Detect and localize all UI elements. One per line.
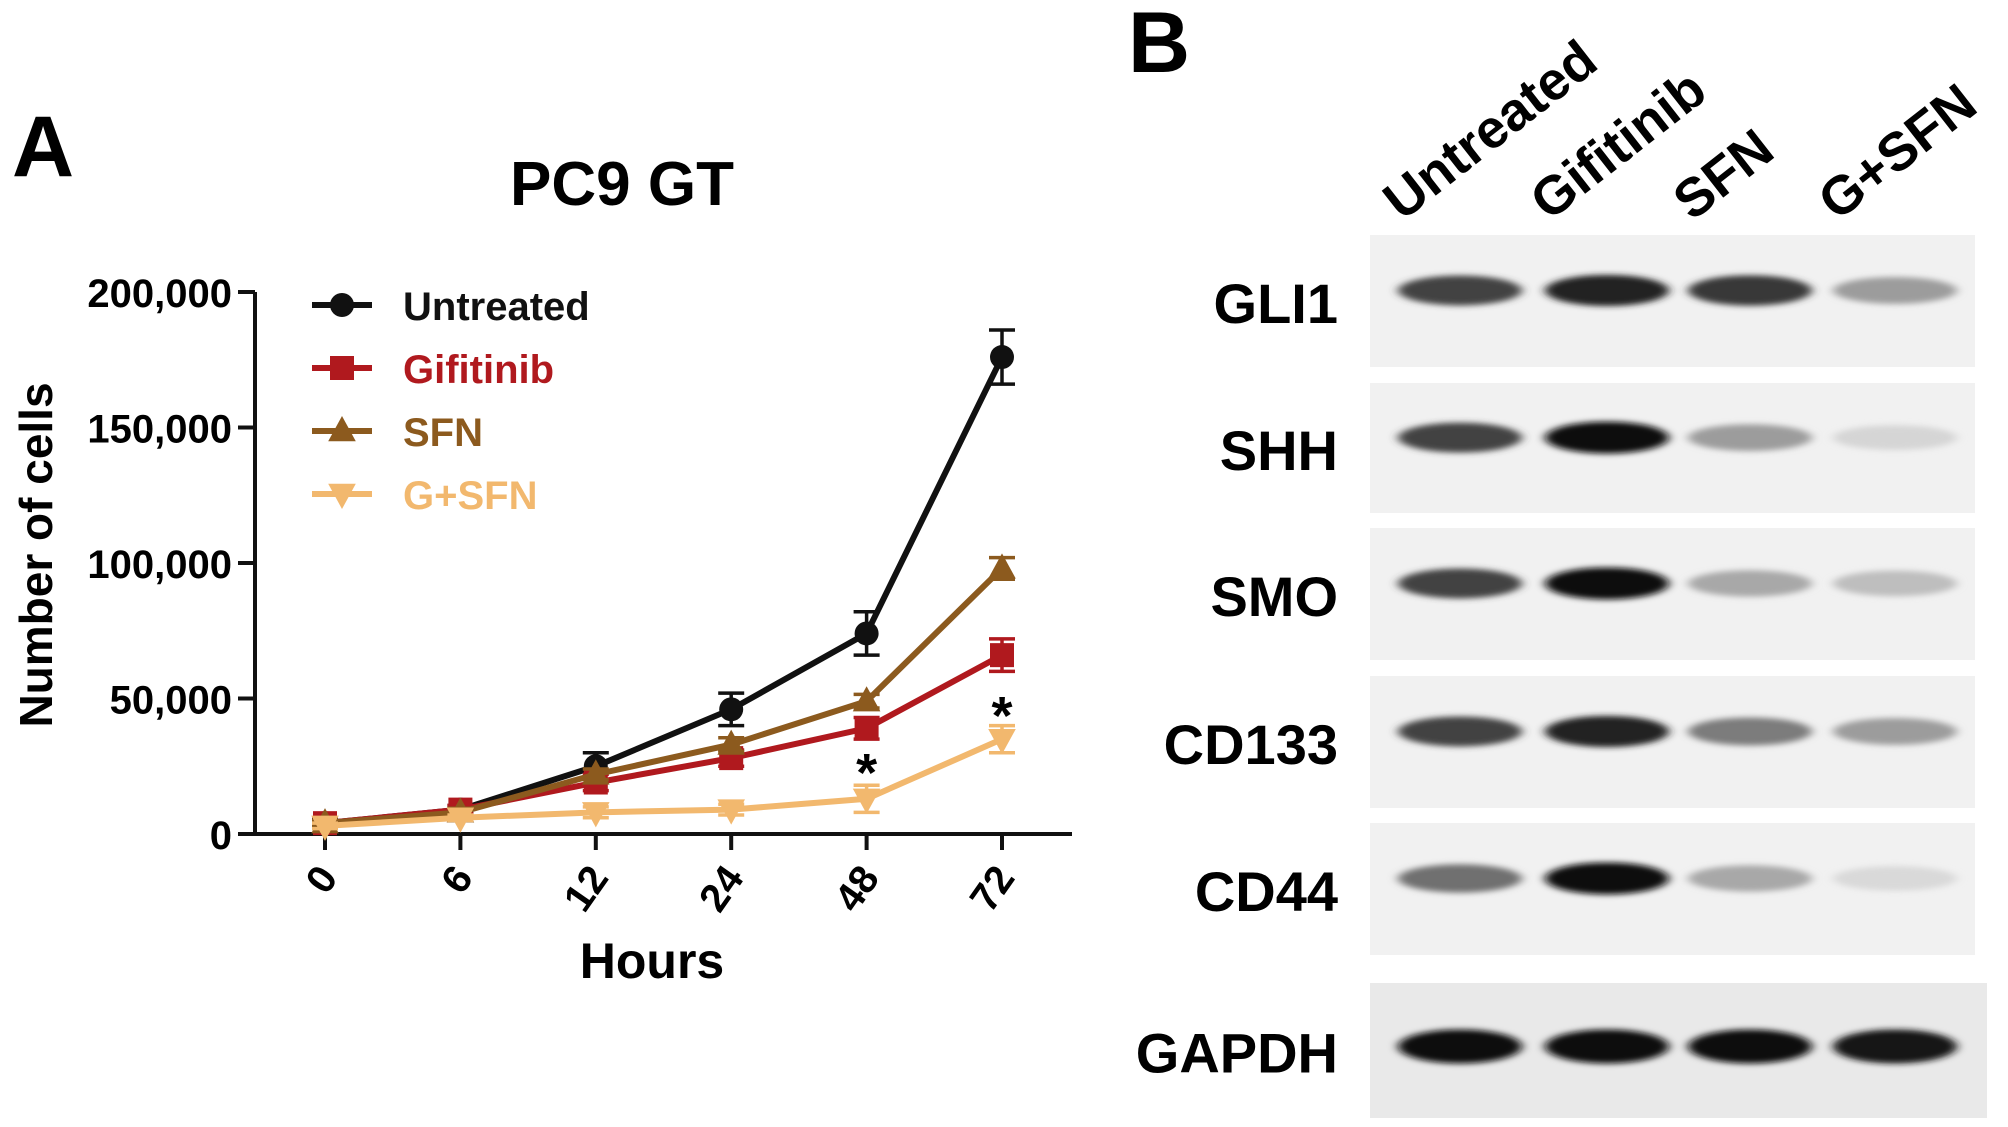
y-tick-label: 150,000 (87, 408, 232, 452)
blot-band (1545, 1029, 1669, 1064)
y-ticks: 0 50,000 100,000 150,000 200,000 (87, 272, 255, 858)
blot-band (1398, 275, 1522, 306)
blot-row-gli1: GLI1 (1214, 235, 1975, 367)
data-point (719, 697, 744, 722)
protein-label: GLI1 (1214, 272, 1338, 335)
legend-label: Untreated (403, 285, 590, 329)
data-point (582, 802, 610, 828)
x-tick-label: 72 (962, 858, 1024, 920)
series-g-sfn (311, 723, 1016, 841)
blot-band (1545, 421, 1669, 454)
blot-row-smo: SMO (1210, 528, 1975, 660)
blot-band (1688, 424, 1812, 451)
data-point (717, 729, 745, 755)
blot-band (1833, 718, 1957, 745)
legend-marker (330, 293, 354, 317)
blot-band (1833, 1029, 1957, 1064)
data-point (854, 716, 879, 741)
legend-label: G+SFN (403, 474, 537, 518)
x-axis-label: Hours (580, 933, 724, 989)
y-tick-label: 50,000 (110, 679, 232, 723)
panel-b-label: B (1128, 0, 1190, 91)
significance-asterisk: * (991, 686, 1012, 746)
y-tick-label: 100,000 (87, 543, 232, 587)
panel-a-line-chart: A PC9 GT Number of cells Hours 0 50,000 10… (10, 99, 1072, 989)
data-point (852, 788, 881, 814)
blot-band (1398, 1029, 1522, 1064)
x-tick-label: 48 (826, 858, 888, 920)
blot-band (1833, 866, 1957, 891)
protein-label: SMO (1210, 565, 1338, 628)
data-point (717, 799, 745, 825)
blot-band (1833, 425, 1957, 450)
blot-row-cd44: CD44 (1195, 823, 1975, 955)
protein-label: GAPDH (1136, 1022, 1338, 1085)
blot-band (1398, 568, 1522, 599)
legend-item: G+SFN (312, 474, 537, 518)
data-point (990, 643, 1014, 668)
legend-item: SFN (312, 411, 483, 455)
legend-label: SFN (403, 411, 483, 455)
blot-band (1398, 716, 1522, 747)
y-tick-label: 0 (210, 814, 232, 858)
series-sfn (311, 553, 1016, 834)
protein-label: SHH (1220, 419, 1338, 482)
blot-band (1688, 275, 1812, 306)
y-tick-label: 200,000 (87, 272, 232, 316)
data-point (852, 686, 881, 712)
x-ticks: 0 6 12 24 48 72 (298, 834, 1024, 920)
protein-label: CD44 (1195, 860, 1338, 923)
y-axis-label: Number of cells (10, 382, 62, 727)
data-point (990, 345, 1014, 370)
data-point (311, 815, 339, 841)
data-point (854, 621, 879, 646)
lane-label: G+SFN (1807, 72, 1987, 231)
blot-rows: GLI1 SHH SMO CD133 CD44 GAPDH (1136, 235, 1987, 1118)
legend: Untreated Gifitinib SFN G+SFN (312, 285, 590, 518)
x-tick-label: 24 (691, 857, 753, 919)
data-point (582, 759, 610, 785)
blot-band (1398, 864, 1522, 893)
blot-band (1688, 1029, 1812, 1064)
chart-title: PC9 GT (510, 150, 734, 219)
blot-band (1545, 274, 1669, 307)
legend-marker (328, 483, 356, 509)
blot-band (1688, 717, 1812, 746)
data-point (446, 807, 475, 833)
blot-band (1688, 570, 1812, 597)
blot-band (1688, 865, 1812, 892)
blot-band (1833, 570, 1957, 597)
blot-band (1545, 715, 1669, 748)
data-series (311, 328, 1016, 841)
panel-a-label: A (12, 99, 74, 195)
lane-label: SFN (1662, 118, 1784, 232)
blot-row-gapdh: GAPDH (1136, 983, 1987, 1118)
x-tick-label: 12 (556, 858, 618, 920)
series-line (324, 566, 1005, 827)
blot-band (1545, 567, 1669, 600)
legend-marker (328, 416, 356, 442)
legend-label: Gifitinib (403, 348, 554, 392)
significance-asterisk: * (856, 743, 877, 803)
blot-row-cd133: CD133 (1164, 676, 1975, 808)
legend-marker (330, 356, 354, 380)
series-line (324, 736, 1004, 829)
blot-row-shh: SHH (1220, 383, 1975, 513)
x-tick-label: 0 (298, 858, 347, 901)
blot-band (1545, 862, 1669, 895)
data-point (988, 728, 1016, 755)
protein-label: CD133 (1164, 713, 1338, 776)
legend-item: Gifitinib (312, 348, 554, 392)
data-point (988, 553, 1016, 579)
x-tick-label: 6 (433, 858, 482, 901)
legend-item: Untreated (312, 285, 590, 329)
significance-annotations: ** (856, 686, 1012, 803)
blot-band (1398, 422, 1522, 453)
blot-band (1833, 277, 1957, 304)
